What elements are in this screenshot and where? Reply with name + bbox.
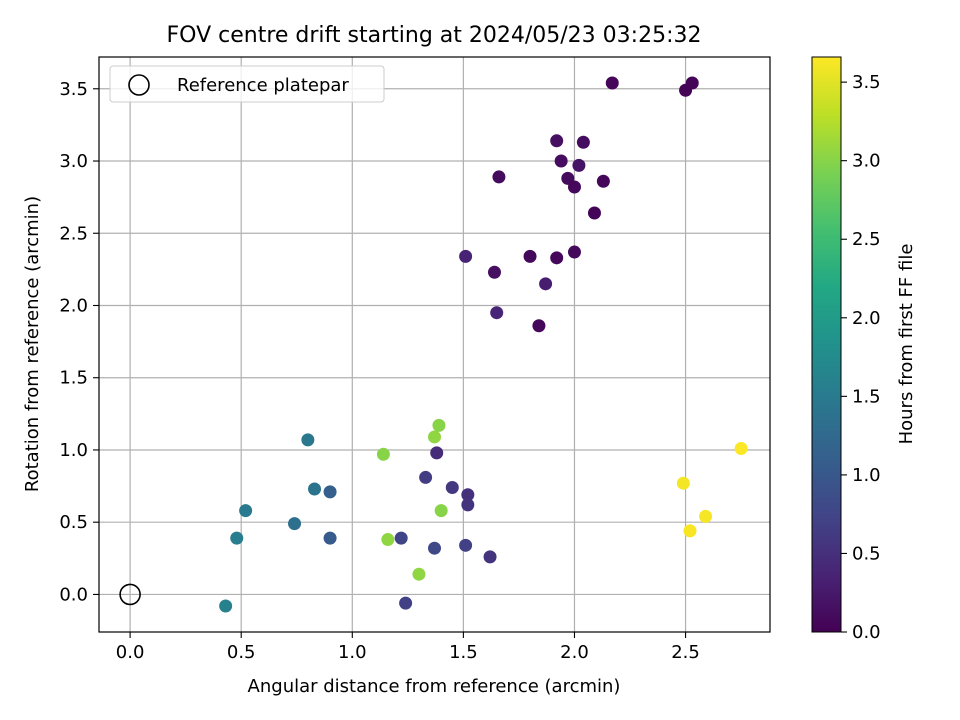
data-point [550, 134, 564, 148]
data-point [596, 174, 610, 188]
x-tick-label: 2.5 [671, 642, 700, 663]
x-tick-label: 2.0 [560, 642, 589, 663]
data-point [539, 277, 553, 291]
data-point [219, 599, 233, 613]
y-tick-label: 2.0 [59, 295, 88, 316]
data-point [288, 517, 302, 531]
data-point [461, 498, 475, 512]
data-point [323, 531, 337, 545]
data-point [376, 447, 390, 461]
colorbar-tick-label: 3.0 [852, 151, 881, 172]
data-point [419, 470, 433, 484]
legend: Reference platepar [109, 65, 385, 103]
x-tick-label: 0.5 [227, 642, 256, 663]
legend-box [109, 65, 385, 103]
data-point [428, 430, 441, 444]
y-tick-label: 2.5 [59, 223, 88, 244]
colorbar-tick-label: 1.0 [852, 465, 881, 486]
data-point [523, 249, 537, 263]
legend-reference-marker [128, 74, 150, 96]
data-point [490, 306, 504, 320]
data-point [683, 524, 697, 538]
y-tick-label: 3.0 [59, 151, 88, 172]
data-point [412, 567, 426, 581]
data-point [679, 83, 693, 97]
y-axis-label: Rotation from reference (arcmin) [22, 196, 43, 492]
colorbar-tick-label: 2.5 [852, 229, 881, 250]
data-point [445, 481, 459, 495]
data-point [301, 433, 315, 447]
data-point [572, 158, 586, 172]
y-tick-label: 0.5 [59, 512, 88, 533]
y-tick-label: 0.0 [59, 584, 88, 605]
data-point [587, 206, 601, 220]
data-point [394, 531, 408, 545]
data-point [554, 154, 568, 168]
data-point [487, 265, 501, 279]
data-point [483, 550, 497, 564]
x-axis-label: Angular distance from reference (arcmin) [248, 676, 621, 697]
data-point [532, 319, 546, 333]
data-point [399, 596, 413, 610]
colorbar-tick-label: 0.0 [852, 622, 881, 643]
data-point [567, 180, 581, 194]
data-point [550, 251, 564, 265]
colorbar-tick-label: 1.5 [852, 386, 881, 407]
data-point [323, 485, 337, 499]
data-point [230, 531, 244, 545]
x-tick-label: 1.0 [338, 642, 367, 663]
data-point [461, 488, 475, 502]
data-point [381, 533, 395, 547]
y-axis-ticks: 0.0 0.5 1.0 1.5 2.0 2.5 3.0 3.5 [59, 79, 99, 605]
colorbar-label: Hours from first FF file [896, 244, 917, 445]
colorbar-gradient [811, 56, 842, 633]
data-point [459, 249, 473, 263]
y-tick-label: 3.5 [59, 79, 88, 100]
data-point [430, 446, 444, 460]
data-point [676, 476, 690, 490]
colorbar-tick-label: 3.5 [852, 72, 881, 93]
colorbar-ticks: 0.0 0.5 1.0 1.5 2.0 2.5 3.0 3.5 [841, 72, 881, 643]
data-point [699, 509, 713, 523]
data-point [734, 442, 748, 456]
data-point [567, 245, 581, 259]
data-point [459, 538, 473, 552]
x-axis-ticks: 0.0 0.5 1.0 1.5 2.0 2.5 [116, 632, 700, 663]
data-point [492, 170, 506, 184]
plot-area-frame [98, 56, 771, 633]
data-point [605, 76, 619, 90]
y-tick-label: 1.5 [59, 368, 88, 389]
x-tick-label: 0.0 [116, 642, 145, 663]
colorbar-tick-label: 0.5 [852, 543, 881, 564]
data-points [119, 76, 748, 613]
data-point [239, 504, 253, 518]
data-point [428, 541, 441, 555]
data-point [432, 418, 446, 432]
reference-platepar-marker [119, 583, 141, 606]
y-tick-label: 1.0 [59, 440, 88, 461]
grid [99, 57, 770, 632]
data-point [434, 504, 448, 518]
data-point [576, 135, 590, 149]
data-point [308, 482, 322, 496]
colorbar-tick-label: 2.0 [852, 308, 881, 329]
x-tick-label: 1.5 [449, 642, 478, 663]
chart-title: FOV centre drift starting at 2024/05/23 … [167, 23, 702, 48]
colorbar: 0.0 0.5 1.0 1.5 2.0 2.5 3.0 3.5 Hours from firs… [811, 56, 917, 643]
legend-reference-label: Reference platepar [177, 75, 349, 96]
